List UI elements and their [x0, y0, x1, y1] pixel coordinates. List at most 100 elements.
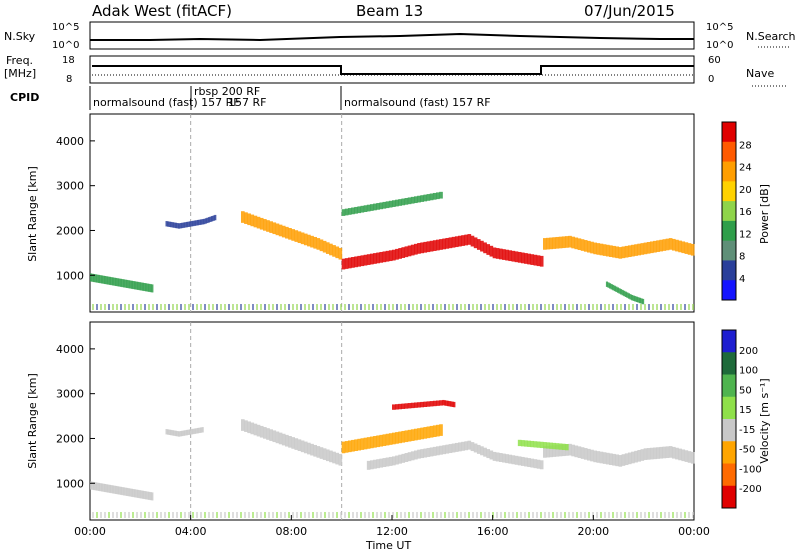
range-gate-cell	[527, 253, 531, 265]
range-gate-cell	[665, 446, 670, 459]
colorbar-swatch	[722, 396, 736, 420]
range-gate-cell	[420, 449, 424, 459]
range-gate-cell	[259, 217, 264, 230]
ground-scatter-cell	[368, 512, 370, 518]
range-gate-cell	[395, 248, 399, 260]
date-title: 07/Jun/2015	[584, 2, 675, 20]
range-gate-cell	[344, 441, 349, 453]
ground-scatter-cell	[180, 304, 182, 310]
range-gate-cell	[171, 430, 174, 436]
ground-scatter-cell	[368, 304, 370, 310]
range-gate-cell	[341, 209, 346, 216]
range-gate-cell	[618, 247, 623, 259]
ground-scatter-cell	[140, 304, 142, 310]
ground-scatter-cell	[632, 512, 634, 518]
range-gate-cell	[124, 487, 127, 496]
range-gate-cell	[520, 252, 525, 264]
power-ylabel: Slant Range [km]	[26, 166, 39, 262]
ground-scatter-cell	[496, 304, 498, 310]
range-gate-cell	[480, 446, 484, 456]
range-gate-cell	[561, 443, 566, 451]
velocity-yticks: 1000 2000 3000 4000	[56, 343, 95, 490]
range-gate-cell	[112, 485, 115, 494]
range-gate-cell	[417, 243, 421, 254]
nsky-trace	[90, 32, 694, 42]
ground-scatter-cell	[324, 304, 326, 310]
ground-scatter-cell	[356, 512, 358, 518]
ground-scatter-cell	[480, 512, 482, 518]
colorbar-tick-label: 100	[739, 366, 758, 377]
range-gate-cell	[583, 448, 588, 460]
range-gate-cell	[442, 238, 446, 250]
range-gate-cell	[116, 486, 119, 495]
range-gate-cell	[629, 294, 632, 300]
range-gate-cell	[176, 223, 179, 229]
ground-scatter-cell	[280, 304, 282, 310]
range-gate-cell	[443, 400, 446, 406]
x-tick-label: 16:00	[477, 525, 509, 538]
range-gate-cell	[687, 243, 692, 255]
velocity-colorbar: 200 100 50 15 -15 -50 -100 -200	[721, 329, 762, 509]
range-gate-cell	[369, 436, 374, 449]
range-gate-cell	[395, 455, 399, 465]
colorbar-tick-label: 28	[739, 140, 752, 151]
colorbar-tick-label: -100	[739, 464, 762, 475]
range-gate-cell	[281, 433, 286, 446]
range-gate-cell	[192, 220, 195, 227]
ground-scatter-cell	[592, 304, 594, 310]
range-gate-cell	[524, 253, 528, 264]
range-gate-cell	[143, 490, 146, 500]
ground-scatter-cell	[164, 512, 166, 518]
range-gate-cell	[173, 222, 176, 228]
ground-scatter-cell	[128, 512, 130, 518]
range-gate-cell	[467, 234, 472, 245]
range-gate-cell	[527, 458, 531, 468]
range-gate-cell	[185, 221, 189, 228]
range-gate-cell	[414, 428, 418, 441]
range-gate-cell	[599, 451, 604, 464]
ground-scatter-cell	[384, 304, 386, 310]
range-gate-cell	[110, 277, 113, 286]
range-gate-cell	[90, 481, 93, 490]
range-gate-cell	[486, 449, 491, 459]
ground-scatter-cell	[396, 304, 398, 310]
range-gate-cell	[410, 196, 415, 204]
range-gate-cell	[577, 238, 582, 251]
range-gate-cell	[473, 237, 478, 249]
range-gate-cell	[514, 251, 519, 263]
ground-scatter-cell	[524, 304, 526, 310]
range-gate-cell	[517, 251, 522, 263]
ground-scatter-cell	[424, 304, 426, 310]
ground-scatter-cell	[584, 304, 586, 310]
range-gate-cell	[552, 442, 557, 450]
range-gate-cell	[458, 442, 462, 452]
range-gate-cell	[99, 275, 102, 284]
range-gate-cell	[303, 441, 308, 454]
ground-scatter-cell	[392, 304, 394, 310]
ground-scatter-cell	[584, 512, 586, 518]
range-gate-cell	[275, 431, 280, 444]
ground-scatter-cell	[668, 512, 670, 518]
range-gate-cell	[297, 231, 302, 244]
ground-scatter-cell	[508, 304, 510, 310]
range-gate-cell	[511, 250, 516, 262]
range-gate-cell	[300, 440, 305, 453]
range-gate-cell	[329, 243, 333, 256]
range-gate-cell	[486, 244, 491, 255]
ground-scatter-cell	[220, 512, 222, 518]
range-gate-cell	[637, 450, 642, 462]
range-gate-cell	[476, 239, 481, 250]
ground-scatter-cell	[548, 304, 550, 310]
range-gate-cell	[303, 233, 308, 246]
range-gate-cell	[107, 484, 110, 493]
range-gate-cell	[190, 429, 193, 435]
range-gate-cell	[571, 236, 575, 249]
ground-scatter-cell	[684, 512, 686, 518]
range-gate-cell	[530, 458, 535, 468]
range-gate-cell	[322, 240, 327, 253]
ground-scatter-cell	[280, 512, 282, 518]
ground-scatter-cell	[616, 512, 618, 518]
y-tick-label: 2000	[56, 224, 84, 237]
ground-scatter-cell	[216, 304, 218, 310]
